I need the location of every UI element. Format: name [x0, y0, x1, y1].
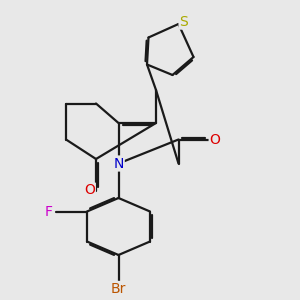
Text: N: N: [113, 157, 124, 170]
Text: O: O: [84, 184, 95, 197]
Text: F: F: [45, 205, 53, 218]
Text: S: S: [179, 15, 188, 28]
Text: Br: Br: [111, 282, 126, 296]
Text: O: O: [210, 133, 220, 146]
